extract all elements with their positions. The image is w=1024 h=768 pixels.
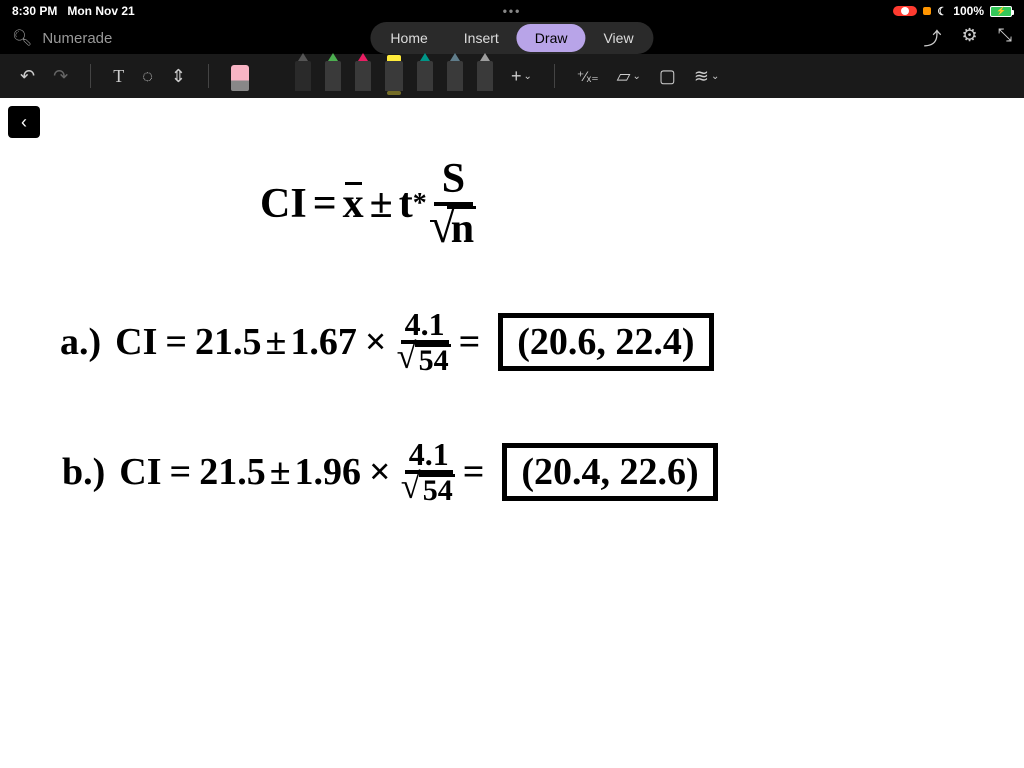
result-b: (20.4, 22.6) xyxy=(502,443,717,501)
settings-icon[interactable]: ⚙ xyxy=(961,25,977,51)
document-title[interactable]: Numerade xyxy=(42,30,112,47)
highlighter-yellow[interactable] xyxy=(385,61,403,91)
status-date: Mon Nov 21 xyxy=(67,4,134,18)
mic-indicator-icon xyxy=(923,7,931,15)
tab-insert[interactable]: Insert xyxy=(446,24,517,52)
formula-ci-definition: CI = x ± t * S n xyxy=(260,158,474,250)
status-center-dots[interactable]: ••• xyxy=(503,4,522,18)
status-bar: 8:30 PM Mon Nov 21 ••• ☾ 100% ⚡ xyxy=(0,0,1024,22)
drawing-canvas[interactable]: ‹ CI = x ± t * S n a.) CI = 21.5 ± 1.67 … xyxy=(0,98,1024,768)
divider xyxy=(90,64,91,88)
redo-button[interactable]: ↷ xyxy=(53,66,68,87)
pen-magenta[interactable] xyxy=(355,61,371,91)
math-tool[interactable]: ⁺⁄ₓ₌ xyxy=(577,68,599,85)
collapse-icon[interactable]: ⤡ xyxy=(998,25,1012,51)
draw-toolbar: ↶ ↷ T ◌ ⇕ +⌄ ⁺⁄ₓ₌ ▱⌄ ▢ ≋⌄ xyxy=(0,54,1024,98)
share-icon[interactable]: ⤴ xyxy=(923,25,941,51)
pen-green[interactable] xyxy=(325,61,341,91)
status-time: 8:30 PM xyxy=(12,4,57,18)
result-a: (20.6, 22.4) xyxy=(498,313,713,371)
space-tool[interactable]: ⇕ xyxy=(171,66,186,87)
formula-line-a: a.) CI = 21.5 ± 1.67 × 4.1 54 = (20.6, 2… xyxy=(60,308,714,376)
lasso-tool[interactable]: ◌ xyxy=(142,66,153,87)
pen-teal[interactable] xyxy=(417,61,433,91)
divider xyxy=(554,64,555,88)
sticky-note-tool[interactable]: ▢ xyxy=(659,66,676,87)
battery-icon: ⚡ xyxy=(990,6,1012,17)
tab-draw[interactable]: Draw xyxy=(517,24,586,52)
pen-gray[interactable] xyxy=(477,61,493,91)
title-bar: 🔍︎ Numerade Home Insert Draw View ⤴ ⚙ ⤡ xyxy=(0,22,1024,54)
divider xyxy=(208,64,209,88)
pen-tray xyxy=(231,61,493,91)
pen-blue[interactable] xyxy=(447,61,463,91)
add-pen-button[interactable]: +⌄ xyxy=(511,66,532,87)
wifi-moon-icon: ☾ xyxy=(937,5,947,18)
pen-black[interactable] xyxy=(295,61,311,91)
search-icon[interactable]: 🔍︎ xyxy=(12,28,32,48)
formula-line-b: b.) CI = 21.5 ± 1.96 × 4.1 54 = (20.4, 2… xyxy=(62,438,718,506)
ink-style-tool[interactable]: ≋⌄ xyxy=(694,66,719,87)
screen-record-pill[interactable] xyxy=(893,6,917,16)
ribbon-tabs: Home Insert Draw View xyxy=(370,22,653,54)
back-button[interactable]: ‹ xyxy=(8,106,40,138)
undo-button[interactable]: ↶ xyxy=(20,66,35,87)
eraser-tool[interactable] xyxy=(231,65,249,91)
shapes-tool[interactable]: ▱⌄ xyxy=(617,66,641,87)
battery-pct: 100% xyxy=(953,4,984,18)
text-tool[interactable]: T xyxy=(113,66,124,87)
tab-view[interactable]: View xyxy=(585,24,651,52)
tab-home[interactable]: Home xyxy=(372,24,445,52)
